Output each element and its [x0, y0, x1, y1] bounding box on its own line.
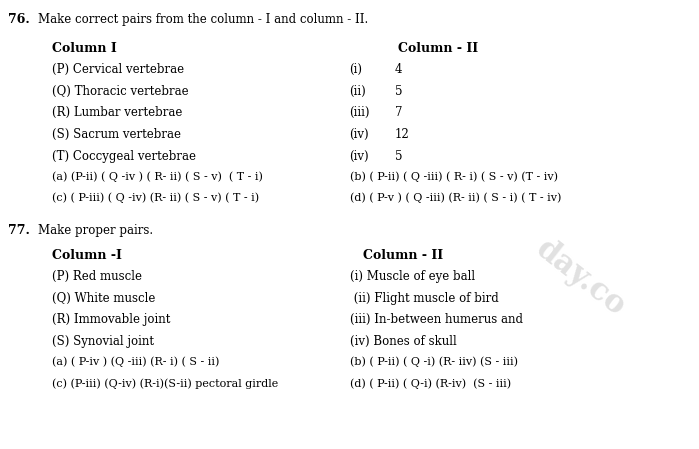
Text: (c) (P-iii) (Q-iv) (R-i)(S-ii) pectoral girdle: (c) (P-iii) (Q-iv) (R-i)(S-ii) pectoral …: [52, 378, 279, 389]
Text: (b) ( P-ii) ( Q -iii) ( R- i) ( S - v) (T - iv): (b) ( P-ii) ( Q -iii) ( R- i) ( S - v) (…: [350, 171, 558, 182]
Text: 7: 7: [395, 106, 403, 119]
Text: (S) Synovial joint: (S) Synovial joint: [52, 335, 154, 348]
Text: Column - II: Column - II: [398, 42, 479, 55]
Text: 5: 5: [395, 85, 403, 98]
Text: Column - II: Column - II: [363, 249, 444, 262]
Text: (iv): (iv): [350, 150, 369, 163]
Text: (iii): (iii): [350, 106, 370, 119]
Text: (i) Muscle of eye ball: (i) Muscle of eye ball: [350, 270, 475, 283]
Text: (i): (i): [350, 63, 363, 76]
Text: 5: 5: [395, 150, 403, 163]
Text: (iv): (iv): [350, 128, 369, 141]
Text: (Q) White muscle: (Q) White muscle: [52, 292, 156, 305]
Text: (a) (P-ii) ( Q -iv ) ( R- ii) ( S - v)  ( T - i): (a) (P-ii) ( Q -iv ) ( R- ii) ( S - v) (…: [52, 171, 264, 182]
Text: (a) ( P-iv ) (Q -iii) (R- i) ( S - ii): (a) ( P-iv ) (Q -iii) (R- i) ( S - ii): [52, 357, 219, 367]
Text: (ii): (ii): [350, 85, 366, 98]
Text: 77.: 77.: [8, 224, 30, 237]
Text: Column I: Column I: [52, 42, 117, 55]
Text: (d) ( P-ii) ( Q-i) (R-iv)  (S - iii): (d) ( P-ii) ( Q-i) (R-iv) (S - iii): [350, 378, 511, 389]
Text: (Q) Thoracic vertebrae: (Q) Thoracic vertebrae: [52, 85, 189, 98]
Text: (iv) Bones of skull: (iv) Bones of skull: [350, 335, 456, 348]
Text: (P) Cervical vertebrae: (P) Cervical vertebrae: [52, 63, 185, 76]
Text: day.co: day.co: [529, 234, 631, 323]
Text: Column -I: Column -I: [52, 249, 122, 262]
Text: (ii) Flight muscle of bird: (ii) Flight muscle of bird: [350, 292, 498, 305]
Text: (S) Sacrum vertebrae: (S) Sacrum vertebrae: [52, 128, 182, 141]
Text: (iii) In-between humerus and: (iii) In-between humerus and: [350, 313, 522, 326]
Text: (c) ( P-iii) ( Q -iv) (R- ii) ( S - v) ( T - i): (c) ( P-iii) ( Q -iv) (R- ii) ( S - v) (…: [52, 193, 259, 203]
Text: (P) Red muscle: (P) Red muscle: [52, 270, 143, 283]
Text: (T) Coccygeal vertebrae: (T) Coccygeal vertebrae: [52, 150, 196, 163]
Text: Make correct pairs from the column - I and column - II.: Make correct pairs from the column - I a…: [38, 13, 368, 26]
Text: (R) Lumbar vertebrae: (R) Lumbar vertebrae: [52, 106, 183, 119]
Text: (b) ( P-ii) ( Q -i) (R- iiv) (S - iii): (b) ( P-ii) ( Q -i) (R- iiv) (S - iii): [350, 357, 517, 367]
Text: Make proper pairs.: Make proper pairs.: [38, 224, 154, 237]
Text: (R) Immovable joint: (R) Immovable joint: [52, 313, 171, 326]
Text: 76.: 76.: [8, 13, 30, 26]
Text: (d) ( P-v ) ( Q -iii) (R- ii) ( S - i) ( T - iv): (d) ( P-v ) ( Q -iii) (R- ii) ( S - i) (…: [350, 193, 561, 203]
Text: 12: 12: [395, 128, 410, 141]
Text: 4: 4: [395, 63, 403, 76]
